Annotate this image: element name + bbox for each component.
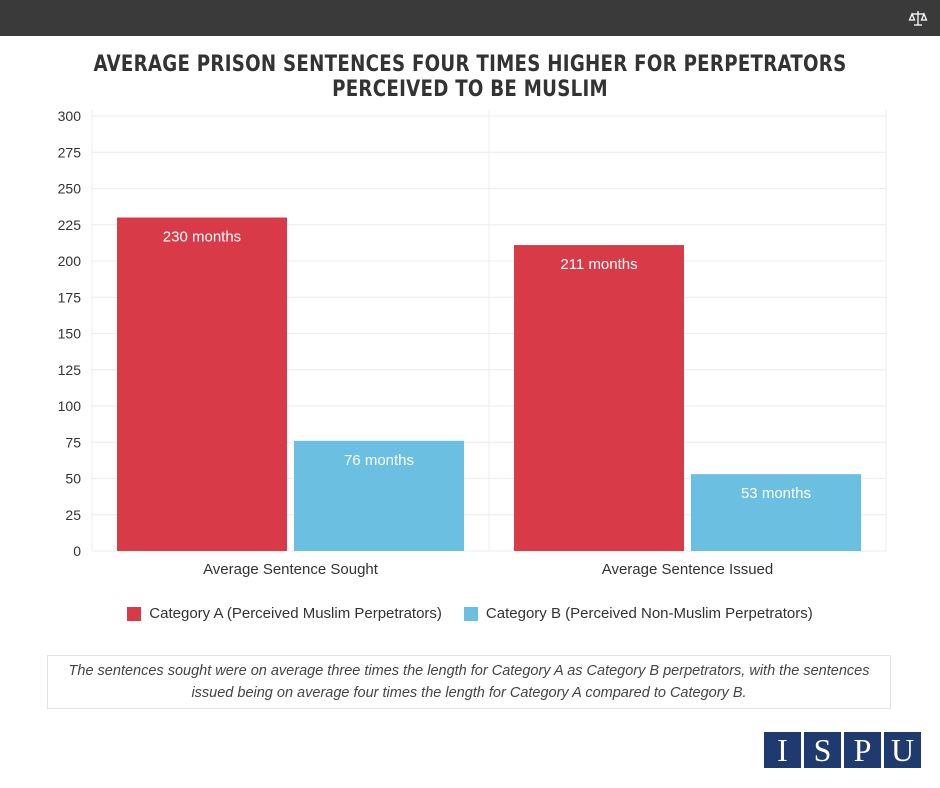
legend-label-category-a: Category A (Perceived Muslim Perpetrator… (149, 605, 442, 622)
chart-note: The sentences sought were on average thr… (47, 655, 891, 709)
legend-label-category-b: Category B (Perceived Non-Muslim Perpetr… (485, 605, 813, 622)
y-tick-label: 200 (58, 253, 82, 269)
scale-icon (908, 11, 928, 26)
x-tick-label: Average Sentence Issued (602, 561, 774, 578)
chart-legend: Category A (Perceived Muslim Perpetrator… (0, 605, 940, 622)
y-tick-label: 125 (58, 362, 82, 378)
legend-swatch-category-b (463, 606, 478, 621)
logo-letter: U (884, 732, 921, 768)
bar-category-b (691, 474, 861, 551)
y-tick-label: 100 (58, 398, 82, 414)
y-tick-label: 175 (58, 289, 82, 305)
bar-chart: 0 25 50 75 100 125 150 175 200 225 250 275 300 230 mo… (58, 108, 887, 578)
y-tick-label: 0 (73, 543, 81, 559)
logo-letter: I (764, 732, 801, 768)
y-tick-label: 225 (58, 217, 82, 233)
x-tick-label: Average Sentence Sought (203, 561, 379, 578)
bar-category-a (117, 217, 287, 551)
ispu-logo: I S P U (764, 732, 921, 768)
logo-letter: S (804, 732, 841, 768)
y-tick-label: 150 (58, 326, 82, 342)
y-tick-label: 50 (65, 471, 81, 487)
chart-title: AVERAGE PRISON SENTENCES FOUR TIMES HIGH… (93, 52, 847, 102)
logo-letter: P (844, 732, 881, 768)
data-label: 76 months (344, 452, 414, 469)
legend-item-category-b: Category B (Perceived Non-Muslim Perpetr… (463, 605, 813, 622)
data-label: 53 months (741, 485, 811, 502)
y-tick-label: 75 (65, 434, 81, 450)
bar-category-a (514, 245, 684, 552)
legend-swatch-category-a (127, 606, 142, 621)
top-bar (0, 0, 940, 36)
y-tick-label: 275 (58, 144, 82, 160)
legend-item-category-a: Category A (Perceived Muslim Perpetrator… (127, 605, 442, 622)
y-tick-label: 250 (58, 181, 82, 197)
bar-category-b (294, 440, 464, 551)
data-label: 211 months (560, 256, 637, 273)
y-tick-label: 25 (65, 507, 81, 523)
y-tick-label: 300 (58, 108, 82, 124)
data-label: 230 months (163, 229, 241, 246)
